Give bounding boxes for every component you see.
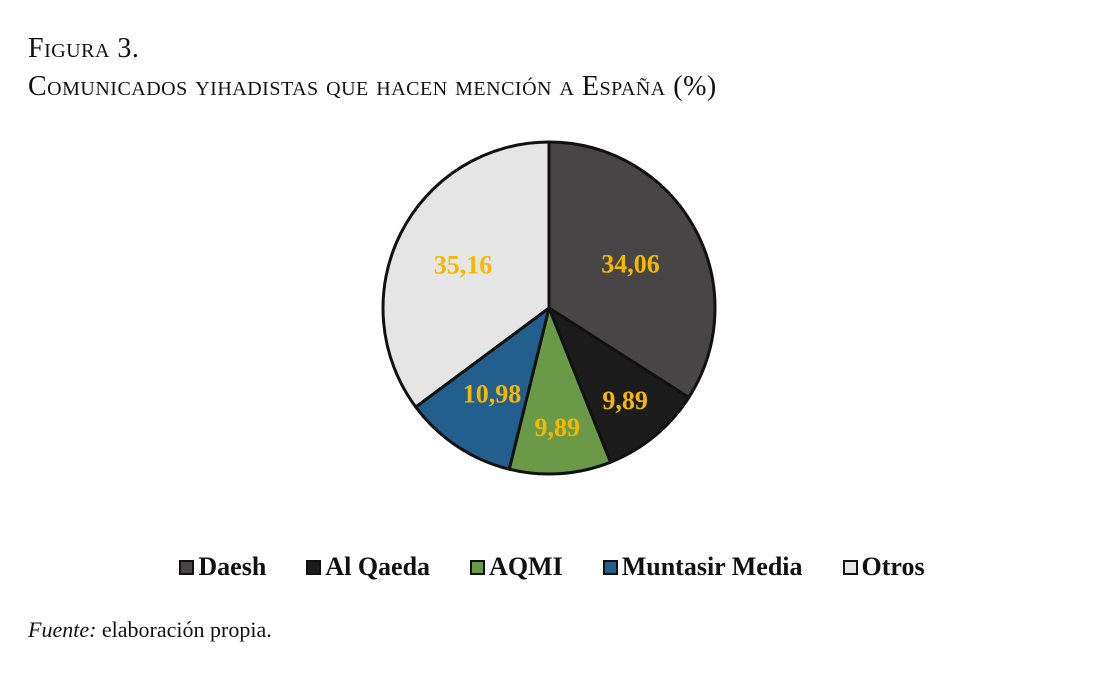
pie-slice-aqmi bbox=[507, 306, 613, 476]
legend-label: Al Qaeda bbox=[325, 552, 431, 581]
legend-label: Muntasir Media bbox=[621, 552, 803, 581]
pie-slice-muntasir-media bbox=[414, 306, 551, 471]
legend-item: Otros bbox=[842, 552, 925, 582]
source-note: Fuente: elaboración propia. bbox=[28, 617, 272, 643]
slice-value-label: 34,06 bbox=[601, 249, 660, 278]
source-text: elaboración propia. bbox=[96, 617, 272, 642]
slice-value-label: 9,89 bbox=[534, 413, 580, 442]
slice-value-label: 35,16 bbox=[434, 251, 493, 280]
chart-legend: Daesh Al Qaeda AQMI Muntasir Media Otros bbox=[0, 552, 1104, 582]
legend-label: Otros bbox=[861, 552, 925, 581]
figure-title-block: Figura 3. Comunicados yihadistas que hac… bbox=[28, 30, 717, 106]
legend-swatch bbox=[306, 559, 322, 575]
legend-item: Al Qaeda bbox=[306, 552, 430, 582]
legend-label: AQMI bbox=[489, 552, 563, 581]
figure-label: Figura 3. bbox=[28, 33, 140, 64]
source-prefix: Fuente: bbox=[28, 617, 97, 642]
pie-slice-otros bbox=[381, 140, 551, 409]
legend-swatch bbox=[842, 559, 858, 575]
legend-label: Daesh bbox=[198, 552, 267, 581]
pie-slice-al-qaeda bbox=[547, 306, 691, 464]
legend-swatch bbox=[179, 559, 195, 575]
slice-value-label: 9,89 bbox=[602, 386, 648, 415]
legend-swatch bbox=[602, 559, 618, 575]
legend-item: Muntasir Media bbox=[602, 552, 803, 582]
figure-title: Comunicados yihadistas que hacen mención… bbox=[28, 71, 717, 102]
legend-item: Daesh bbox=[179, 552, 266, 582]
legend-item: AQMI bbox=[470, 552, 563, 582]
slice-value-label: 10,98 bbox=[463, 380, 522, 409]
legend-swatch bbox=[470, 559, 486, 575]
